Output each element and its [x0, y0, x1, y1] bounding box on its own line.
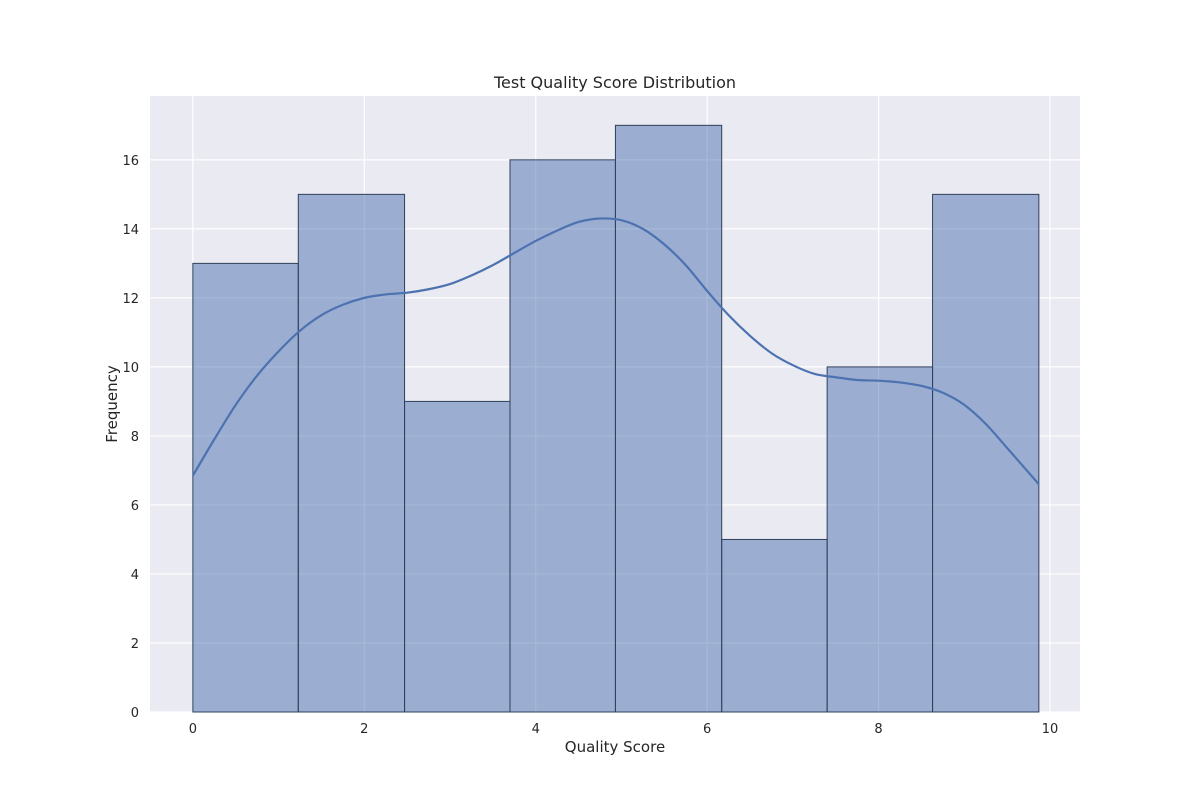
chart-title: Test Quality Score Distribution: [493, 73, 736, 92]
y-tick-label: 4: [131, 568, 139, 583]
x-axis-label: Quality Score: [565, 738, 665, 756]
y-tick-label: 6: [131, 499, 139, 514]
histogram-bar: [826, 366, 934, 713]
y-tick-label: 2: [131, 637, 139, 652]
histogram-bar: [192, 262, 299, 713]
histogram-bar: [721, 538, 828, 713]
y-tick-label: 10: [122, 361, 139, 376]
x-axis-ticks: 0 2 4 6 8 10: [189, 722, 1059, 737]
x-tick-label: 8: [874, 722, 882, 737]
kde-curve: [191, 217, 1040, 485]
x-tick-label: 4: [532, 722, 540, 737]
y-tick-label: 12: [122, 292, 139, 307]
histogram-bar: [614, 124, 723, 713]
histogram-bar: [297, 193, 406, 713]
histogram-bar: [509, 159, 616, 713]
histogram-bar: [404, 400, 511, 713]
y-tick-label: 8: [131, 430, 139, 445]
y-axis-ticks: 0 2 4 6 8 10 12 14 16: [122, 154, 139, 721]
y-tick-label: 16: [122, 154, 139, 169]
x-tick-label: 0: [189, 722, 197, 737]
histogram-bars: [192, 124, 1040, 713]
y-tick-label: 0: [131, 706, 139, 721]
y-tick-label: 14: [122, 223, 139, 238]
x-tick-label: 2: [360, 722, 368, 737]
y-axis-label: Frequency: [103, 365, 121, 443]
x-tick-label: 6: [703, 722, 711, 737]
histogram-bar: [932, 193, 1040, 713]
x-tick-label: 10: [1042, 722, 1059, 737]
